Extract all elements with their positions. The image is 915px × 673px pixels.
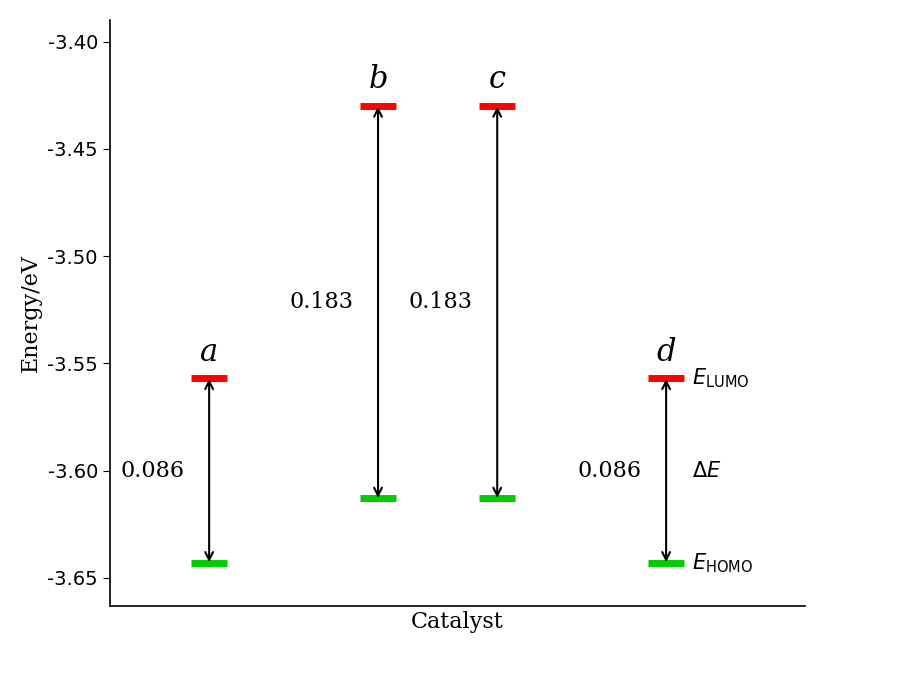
Text: $E_{\mathrm{LUMO}}$: $E_{\mathrm{LUMO}}$ [692, 367, 749, 390]
Text: 0.183: 0.183 [289, 291, 353, 313]
Text: $E_{\mathrm{HOMO}}$: $E_{\mathrm{HOMO}}$ [692, 551, 753, 575]
X-axis label: Catalyst: Catalyst [411, 611, 504, 633]
Text: 0.086: 0.086 [120, 460, 184, 482]
Y-axis label: Energy/eV: Energy/eV [20, 254, 42, 372]
Text: c: c [489, 64, 506, 96]
Text: 0.086: 0.086 [577, 460, 641, 482]
Text: $\Delta E$: $\Delta E$ [692, 460, 721, 481]
Text: d: d [656, 336, 676, 367]
Text: 0.183: 0.183 [408, 291, 472, 313]
Text: b: b [368, 64, 388, 96]
Text: a: a [200, 336, 218, 367]
